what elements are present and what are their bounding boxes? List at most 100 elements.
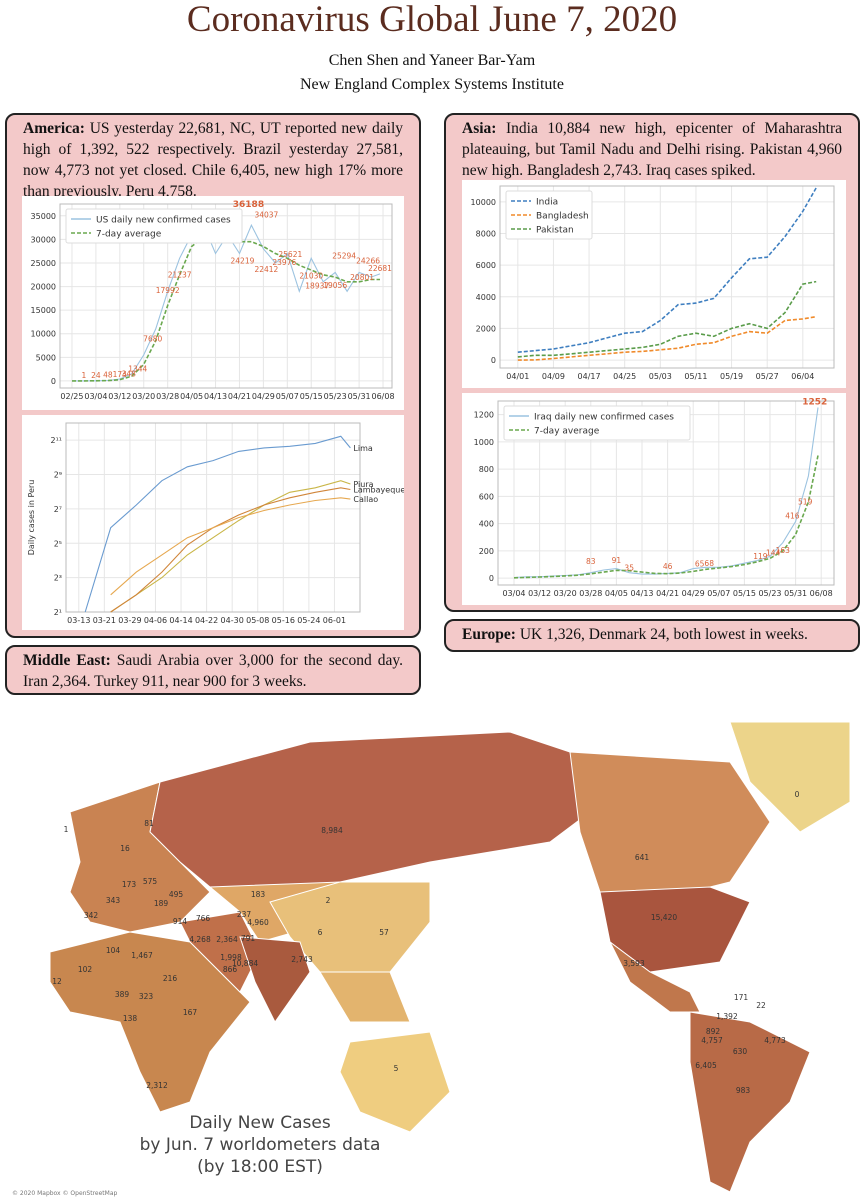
legend-label: Bangladesh xyxy=(536,212,589,222)
series-line xyxy=(513,455,819,579)
region xyxy=(569,751,771,903)
data-label: 48 xyxy=(103,371,113,380)
series-label: Lambayeque xyxy=(353,486,404,495)
y-tick-label: 400 xyxy=(479,520,494,529)
map-label: 1,998 xyxy=(220,953,242,962)
map-caption: (by 18:00 EST) xyxy=(197,1157,323,1177)
data-label: 20801 xyxy=(350,273,374,282)
data-label: 25294 xyxy=(332,252,356,261)
body: India 10,884 new high, epicenter of Maha… xyxy=(462,120,842,179)
x-tick-label: 04/05 xyxy=(605,589,628,598)
x-tick-label: 03/04 xyxy=(84,392,107,401)
plot-frame xyxy=(499,185,835,369)
series-line xyxy=(110,497,351,596)
data-label: 7680 xyxy=(143,335,162,344)
data-label: 36188 xyxy=(233,200,264,210)
data-label: 348 xyxy=(122,369,137,378)
x-tick-label: 06/08 xyxy=(371,392,394,401)
map-label: 8,984 xyxy=(321,826,343,835)
map-label: 2,312 xyxy=(146,1081,168,1090)
data-label: 163 xyxy=(776,546,791,555)
europe-text: Europe: UK 1,326, Denmark 24, both lowes… xyxy=(462,624,842,645)
series-label: Callao xyxy=(353,495,378,504)
x-tick-label: 05/15 xyxy=(300,392,323,401)
map-label: 3,593 xyxy=(623,959,645,968)
y-tick-label: 2⁹ xyxy=(54,471,62,480)
data-label: 22681 xyxy=(368,264,392,273)
series-line xyxy=(517,315,817,361)
middle-east-box: Middle East: Saudi Arabia over 3,000 for… xyxy=(5,645,421,695)
x-tick-label: 03/28 xyxy=(156,392,179,401)
data-label: 1344 xyxy=(128,365,147,374)
series-line xyxy=(110,487,351,613)
x-tick-label: 04/13 xyxy=(630,589,653,598)
x-tick-label: 04/17 xyxy=(578,372,601,381)
x-tick-label: 04/01 xyxy=(506,372,529,381)
map-label: 81 xyxy=(144,819,154,828)
map-credit: © 2020 Mapbox © OpenStreetMap xyxy=(12,1190,118,1197)
y-tick-label: 25000 xyxy=(31,259,56,268)
y-tick-label: 2¹¹ xyxy=(50,436,62,445)
series-line xyxy=(517,187,817,353)
map-label: 323 xyxy=(139,992,154,1001)
y-tick-label: 2¹ xyxy=(54,608,62,617)
y-axis-label: Daily cases in Peru xyxy=(27,480,36,556)
plot-frame xyxy=(59,203,393,389)
y-tick-label: 4000 xyxy=(476,293,496,302)
map-label: 791 xyxy=(241,934,256,943)
institute: New England Complex Systems Institute xyxy=(300,76,564,93)
region xyxy=(239,936,311,1023)
map-label: 4,773 xyxy=(764,1036,786,1045)
map-label: 15,420 xyxy=(651,913,677,922)
x-tick-label: 05/31 xyxy=(784,589,807,598)
x-tick-label: 06/04 xyxy=(791,372,814,381)
x-tick-label: 06-01 xyxy=(323,616,346,625)
legend-label: 7-day average xyxy=(534,427,600,437)
map-label: 4,960 xyxy=(247,918,269,927)
map-label: 5 xyxy=(394,1064,399,1073)
map-label: 1,392 xyxy=(716,1012,738,1021)
europe-box: Europe: UK 1,326, Denmark 24, both lowes… xyxy=(444,619,860,652)
data-label: 68 xyxy=(704,559,714,568)
map-label: 138 xyxy=(123,1014,138,1023)
data-label: 83 xyxy=(586,557,596,566)
data-label: 119 xyxy=(753,552,768,561)
x-tick-label: 05/27 xyxy=(756,372,779,381)
x-tick-label: 04-14 xyxy=(169,616,192,625)
iraq-chart: 0 200 400 600 800 1000 1200 03/04 03/12 03/20 03/2… xyxy=(462,393,846,605)
data-label: 174 xyxy=(113,370,128,379)
data-label: 23976 xyxy=(272,258,296,267)
y-tick-label: 5000 xyxy=(36,353,56,362)
y-tick-label: 30000 xyxy=(31,235,56,244)
data-label: 416 xyxy=(785,511,800,520)
map-label: 2,743 xyxy=(291,955,313,964)
y-tick-label: 10000 xyxy=(471,198,496,207)
legend-box xyxy=(505,190,593,240)
y-tick-label: 35000 xyxy=(31,212,56,221)
y-tick-label: 0 xyxy=(51,377,56,386)
legend-label: Pakistan xyxy=(536,226,574,236)
x-tick-label: 04/09 xyxy=(542,372,565,381)
x-tick-label: 03-29 xyxy=(118,616,141,625)
map-label: 342 xyxy=(84,911,99,920)
x-tick-label: 03/04 xyxy=(502,589,525,598)
region xyxy=(689,1011,811,1193)
asia-chart: 0 2000 4000 6000 8000 10000 04/01 04/09 04/17 04/… xyxy=(462,180,846,388)
x-tick-label: 05/07 xyxy=(707,589,730,598)
x-tick-label: 04/29 xyxy=(682,589,705,598)
title: Coronavirus Global June 7, 2020 xyxy=(186,0,678,40)
x-tick-label: 04/25 xyxy=(613,372,636,381)
x-tick-label: 05-24 xyxy=(297,616,320,625)
data-label: 17992 xyxy=(156,286,180,295)
x-tick-label: 03/20 xyxy=(554,589,577,598)
map-label: 575 xyxy=(143,877,158,886)
data-label: 1 xyxy=(82,371,87,380)
map-label: 4,757 xyxy=(701,1036,723,1045)
series-line xyxy=(84,435,351,613)
data-label: 35 xyxy=(624,563,634,572)
america-text: America: US yesterday 22,681, NC, UT rep… xyxy=(23,118,403,202)
x-tick-label: 05/19 xyxy=(720,372,743,381)
y-tick-label: 1200 xyxy=(474,411,494,420)
